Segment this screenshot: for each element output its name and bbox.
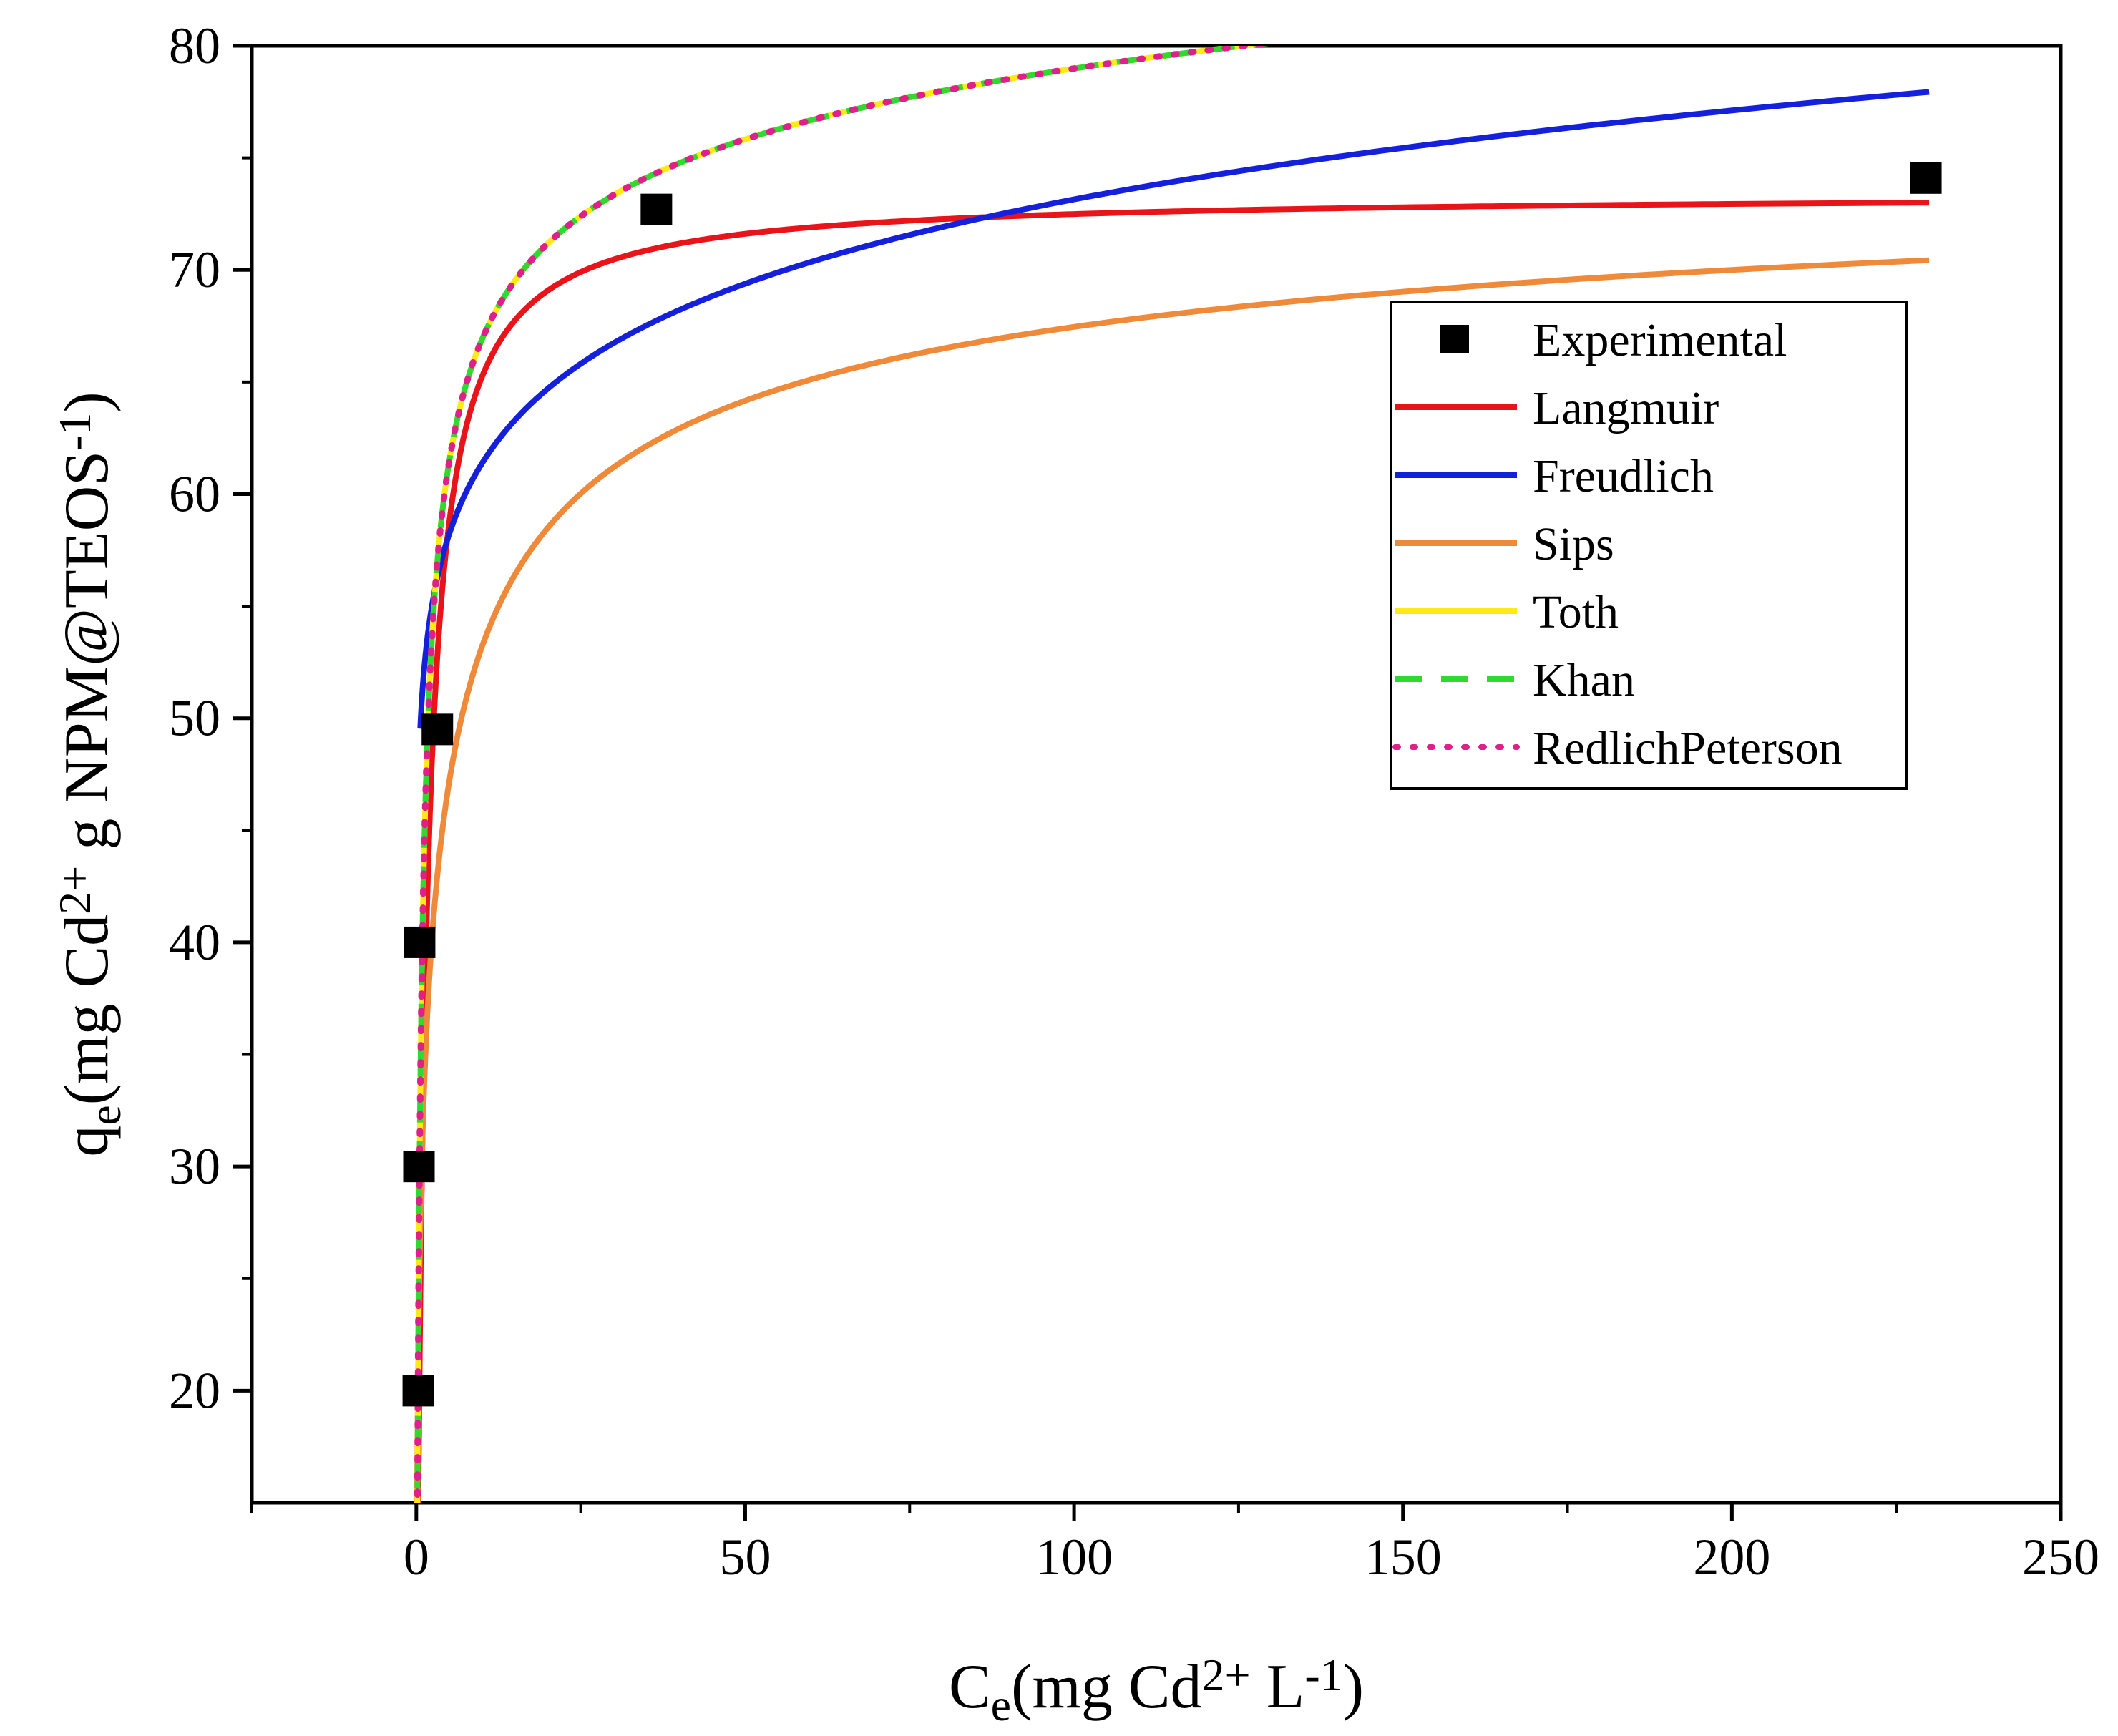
x-tick-label: 50 <box>719 1528 771 1586</box>
experimental-point <box>640 193 673 225</box>
axis-title-part: 2+ <box>1202 1649 1251 1700</box>
y-tick-label: 80 <box>169 17 220 74</box>
axis-title-part: ) <box>52 391 122 412</box>
axis-title-part: (mg Cd <box>52 915 122 1105</box>
experimental-point <box>404 926 436 958</box>
experimental-point <box>421 713 454 746</box>
x-tick-label: 200 <box>1693 1528 1770 1586</box>
freudlich-curve <box>417 89 1930 729</box>
y-tick-label: 30 <box>169 1138 220 1195</box>
x-axis-title: Ce(mg Cd2+ L-1) <box>949 1649 1364 1730</box>
x-tick-label: 100 <box>1035 1528 1113 1586</box>
khan-curve <box>414 46 1269 1503</box>
legend-label-khan: Khan <box>1533 654 1635 706</box>
axis-title-part: -1 <box>1304 1649 1342 1700</box>
legend-label-toth: Toth <box>1533 586 1619 638</box>
model-curves <box>414 46 1930 1503</box>
axis-title-part: ) <box>1343 1652 1364 1722</box>
y-tick-label: 60 <box>169 465 220 522</box>
x-axis-tick-labels: 0 50 100 150 200 250 <box>404 1528 2099 1586</box>
experimental-point <box>402 1375 434 1407</box>
legend-label-experimental: Experimental <box>1533 314 1787 366</box>
toth-curve <box>414 46 1269 1503</box>
legend-marker-experimental <box>1440 325 1469 353</box>
x-tick-label: 250 <box>2022 1528 2099 1586</box>
axis-title-part: q <box>52 1126 122 1157</box>
axis-title-part: -1 <box>49 413 100 451</box>
legend-label-sips: Sips <box>1533 518 1614 570</box>
y-axis-title: qe(mg Cd2+ g NPM@TEOS-1) <box>49 391 130 1156</box>
legend-label-langmuir: Langmuir <box>1533 382 1719 434</box>
experimental-markers <box>402 162 1942 1407</box>
y-tick-label: 50 <box>169 690 220 747</box>
axis-title-part: g NPM@TEOS <box>52 451 122 866</box>
y-axis-tick-labels: 20 30 40 50 60 70 80 <box>169 17 220 1419</box>
legend-label-freudlich: Freudlich <box>1533 450 1714 502</box>
axis-title-part: e <box>991 1679 1011 1730</box>
y-tick-label: 70 <box>169 241 220 298</box>
experimental-point <box>403 1151 435 1183</box>
x-tick-label: 0 <box>404 1528 429 1586</box>
y-tick-label: 40 <box>169 914 220 971</box>
experimental-point <box>1910 162 1942 194</box>
plot-frame <box>250 44 2063 1505</box>
redlichpeterson-curve <box>414 46 1272 1503</box>
y-tick-label: 20 <box>169 1362 220 1419</box>
axis-title-part: L <box>1251 1652 1305 1722</box>
legend-label-redlichpeterson: RedlichPeterson <box>1533 722 1843 774</box>
axis-title-part: e <box>79 1105 130 1125</box>
x-tick-label: 150 <box>1365 1528 1442 1586</box>
axis-title-part: 2+ <box>49 866 100 915</box>
axis-title-part: (mg Cd <box>1011 1652 1201 1722</box>
legend: Experimental Langmuir Freudlich Sips Toth Kha… <box>1390 301 1908 790</box>
axis-ticks <box>233 44 2063 1521</box>
axis-title-part: C <box>949 1652 991 1722</box>
